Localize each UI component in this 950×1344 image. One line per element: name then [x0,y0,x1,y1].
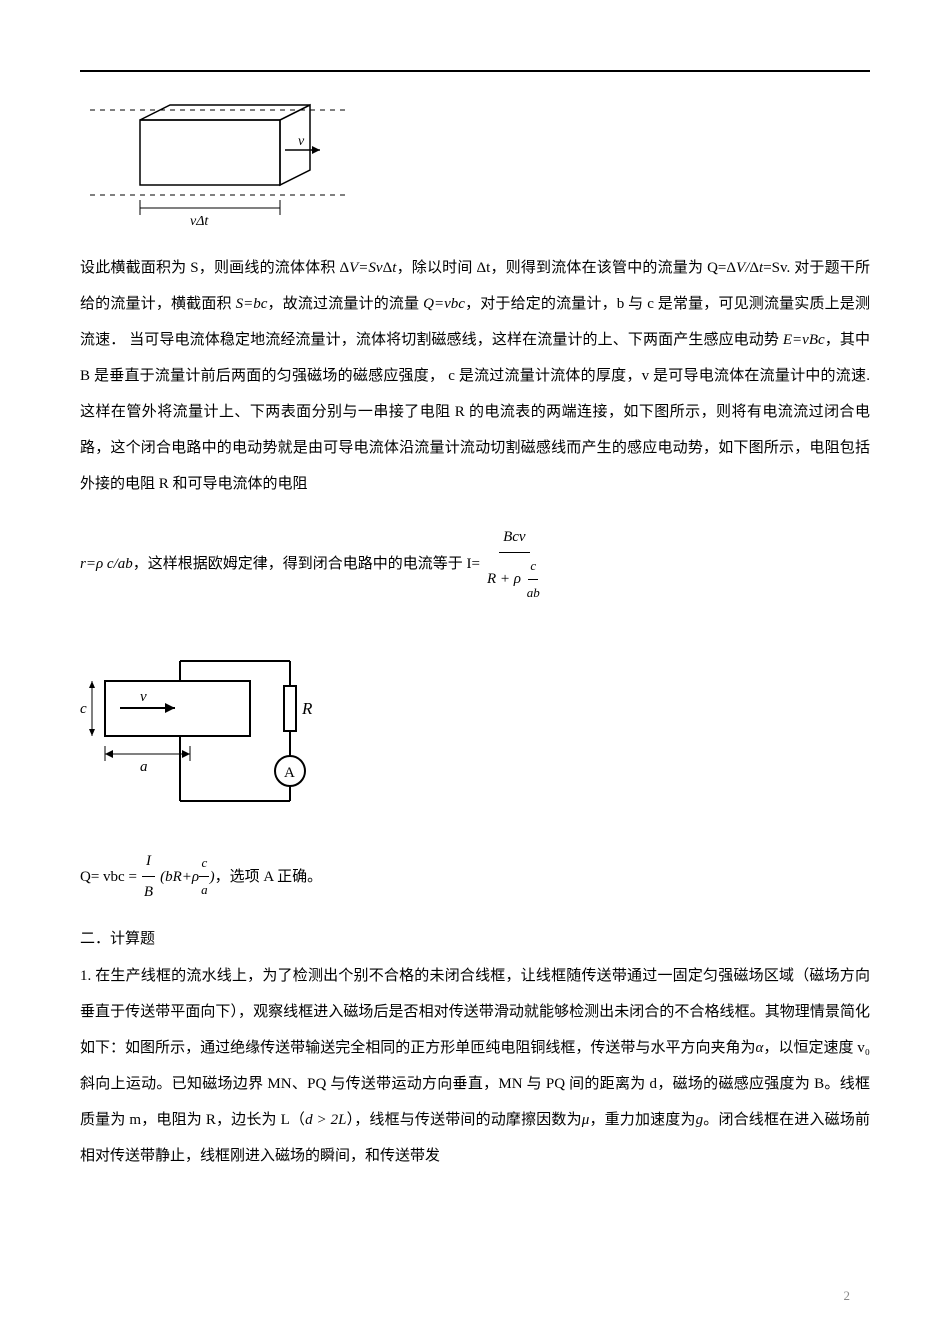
figure1-label-vdt: vΔt [190,214,209,229]
formula-Q: Q= vbc = I B (bR + ρ c a )，选项 A 正确。 [80,846,870,907]
figure2-label-v: v [140,689,147,705]
figure2-label-R: R [301,699,313,718]
figure-2-circuit: c v a R A [80,646,870,816]
page-number: 2 [844,1288,851,1304]
figure-1-fluid-volume: v vΔt [80,100,870,230]
header-divider [80,70,870,72]
figure2-label-a: a [140,759,148,775]
figure2-label-c: c [80,701,87,717]
formula-1: r=ρ c/ab，这样根据欧姆定律，得到闭合电路中的电流等于 I= Bcv R … [80,522,870,606]
problem-1: 1. 在生产线框的流水线上，为了检测出个别不合格的未闭合线框，让线框随传送带通过… [80,958,870,1174]
figure1-label-v: v [298,134,305,149]
main-content: v vΔt 设此横截面积为 S，则画线的流体体积 ΔV=SvΔt，除以时间 Δt… [80,100,870,1174]
paragraph-1: 设此横截面积为 S，则画线的流体体积 ΔV=SvΔt，除以时间 Δt，则得到流体… [80,250,870,502]
section-2-title: 二．计算题 [80,927,870,948]
figure2-label-A: A [284,765,295,781]
fraction-I: Bcv R + ρ c ab [483,522,546,606]
